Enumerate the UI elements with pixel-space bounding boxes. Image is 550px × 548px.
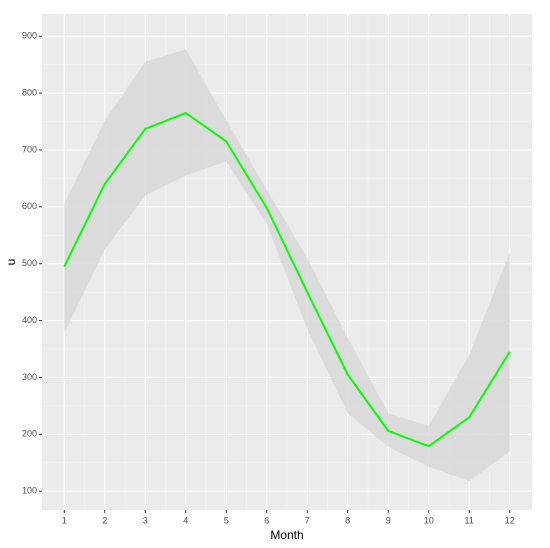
ribbon bbox=[64, 49, 510, 481]
y-tick-label: 600 bbox=[22, 201, 37, 211]
x-tick-label: 7 bbox=[305, 515, 310, 525]
x-tick-label: 2 bbox=[102, 515, 107, 525]
x-tick-label: 11 bbox=[465, 515, 474, 525]
x-tick-label: 10 bbox=[424, 515, 434, 525]
y-tick-label: 200 bbox=[22, 429, 37, 439]
line bbox=[63, 111, 511, 448]
y-tick-label: 100 bbox=[22, 486, 37, 496]
y-axis-title: u bbox=[4, 259, 18, 266]
x-tick-label: 1 bbox=[62, 515, 67, 525]
x-tick-label: 12 bbox=[505, 515, 515, 525]
y-tick-label: 800 bbox=[22, 87, 37, 97]
x-tick-label: 4 bbox=[183, 515, 188, 525]
x-axis-title: Month bbox=[270, 528, 303, 542]
y-tick-label: 500 bbox=[22, 258, 37, 268]
y-tick-label: 700 bbox=[22, 144, 37, 154]
x-tick-label: 5 bbox=[224, 515, 229, 525]
y-tick-label: 900 bbox=[22, 31, 37, 41]
y-tick-label: 400 bbox=[22, 315, 37, 325]
x-tick-label: 3 bbox=[143, 515, 148, 525]
x-tick-label: 9 bbox=[386, 515, 391, 525]
x-tick-label: 6 bbox=[264, 515, 269, 525]
y-tick-label: 300 bbox=[22, 372, 37, 382]
x-tick-label: 8 bbox=[345, 515, 350, 525]
